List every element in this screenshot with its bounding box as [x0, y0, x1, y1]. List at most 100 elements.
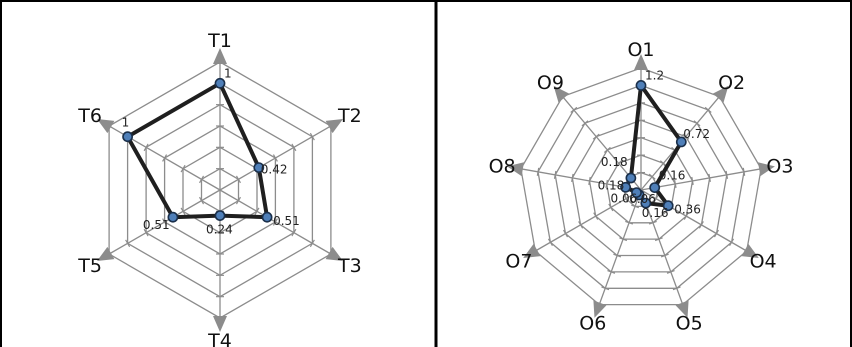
data-point-t2 — [253, 162, 265, 173]
axis-tick — [619, 237, 628, 242]
data-point-o2 — [675, 136, 687, 148]
axis-tick — [725, 170, 729, 179]
data-point-t3 — [261, 211, 273, 223]
axis-tick — [291, 143, 297, 152]
axis-tick — [199, 196, 205, 205]
axis-tick — [547, 238, 553, 247]
axis-label-t6: T6 — [77, 105, 102, 127]
axis-tick — [729, 238, 735, 247]
axis-tick — [272, 154, 278, 162]
data-point-o9 — [625, 172, 637, 184]
axis-spoke-o3 — [640, 168, 762, 191]
axis-tick — [672, 286, 681, 291]
data-label-t1: 1 — [224, 66, 232, 80]
axis-arrow-t1 — [213, 48, 227, 64]
axis-label-o6: O6 — [579, 313, 606, 335]
axis-arrow-o6 — [593, 300, 607, 318]
axis-arrow-o7 — [523, 243, 541, 258]
axis-tick — [608, 203, 614, 212]
radar-chart-o: O1 O2 O3 O4 O5 O6 O7 O8 O9 1.2 0.72 0.16 0.36 0.16 0.0… — [489, 39, 794, 335]
data-label-o1: 1.2 — [645, 68, 664, 82]
grid-ring-3 — [588, 137, 694, 240]
data-label-t5: 0.51 — [143, 218, 170, 232]
axis-tick — [625, 220, 634, 225]
axis-tick — [708, 173, 711, 182]
axis-label-t1: T1 — [207, 30, 232, 52]
axis-spoke-o4 — [640, 189, 747, 252]
axis-tick — [659, 160, 667, 167]
axis-tick — [698, 221, 704, 229]
data-point-o8 — [620, 181, 631, 193]
data-label-o4: 0.36 — [674, 203, 701, 217]
axis-label-o9: O9 — [537, 72, 564, 94]
data-point-o5 — [640, 197, 652, 209]
data-label-t3: 0.51 — [273, 214, 300, 228]
axis-tick — [693, 120, 701, 127]
grid-ring-6 — [537, 84, 745, 289]
axis-label-o2: O2 — [718, 72, 745, 94]
data-label-o9: 0.18 — [601, 155, 628, 169]
axis-label-t4: T4 — [207, 330, 232, 347]
axis-arrow-t4 — [213, 316, 227, 332]
grid-ring-4 — [571, 119, 711, 257]
data-label-o2: 0.72 — [683, 127, 710, 141]
axis-tick — [143, 228, 149, 237]
axis-tick — [593, 212, 599, 220]
data-label-t4: 0.24 — [206, 223, 233, 237]
axis-tick — [613, 253, 622, 258]
axis-tick — [199, 175, 205, 184]
axis-tick — [615, 160, 623, 167]
data-point-o3 — [649, 182, 661, 193]
axis-tick — [563, 229, 569, 238]
data-label-t2: 0.42 — [261, 163, 288, 177]
axis-spoke-o5 — [640, 189, 684, 305]
data-point-t5 — [167, 211, 179, 223]
axis-spoke-o7 — [535, 189, 642, 252]
axis-tick — [623, 194, 629, 203]
axis-tick — [309, 132, 315, 141]
axis-tick — [601, 286, 610, 291]
axis-tick — [254, 207, 260, 216]
axis-arrow-o4 — [741, 243, 759, 258]
axis-tick — [272, 218, 278, 226]
axis-arrow-t5 — [97, 246, 115, 261]
axis-label-t3: T3 — [337, 255, 362, 277]
axis-tick — [691, 176, 694, 185]
axis-tick — [653, 194, 659, 203]
axis-arrow-o9 — [553, 85, 570, 103]
axis-tick — [571, 173, 574, 182]
axis-tick — [605, 179, 608, 188]
axis-tick — [180, 164, 186, 173]
axis-arrow-o2 — [712, 85, 729, 103]
axis-tick — [143, 143, 149, 152]
axis-spoke-o6 — [598, 189, 642, 305]
axis-tick — [607, 269, 616, 274]
data-label-o7: 0.06 — [611, 192, 638, 206]
axis-tick — [660, 253, 669, 258]
axis-tick — [648, 173, 656, 180]
data-point-t6 — [122, 131, 133, 143]
data-label-t6: 1 — [122, 116, 130, 130]
axis-tick — [309, 239, 315, 248]
axis-tick — [603, 146, 611, 153]
axis-arrow-t2 — [325, 119, 343, 134]
data-label-o8: 0.18 — [598, 178, 625, 192]
data-label-o5: 0.16 — [642, 206, 669, 220]
axis-label-o7: O7 — [505, 251, 532, 273]
grid-ring-5 — [554, 102, 728, 273]
axis-arrow-t6 — [97, 119, 115, 134]
data-label-o3: 0.16 — [659, 169, 686, 183]
axis-label-o8: O8 — [489, 156, 516, 178]
axis-tick — [578, 221, 584, 229]
axis-tick — [291, 228, 297, 237]
data-point-o7 — [631, 187, 642, 198]
data-point-t4 — [214, 210, 226, 221]
axis-tick — [553, 170, 557, 179]
axis-tick — [536, 167, 540, 176]
axis-label-t2: T2 — [337, 105, 362, 127]
axis-tick — [592, 133, 600, 140]
axis-arrow-o3 — [758, 162, 775, 177]
axis-tick — [162, 218, 168, 226]
axis-tick — [581, 120, 589, 127]
